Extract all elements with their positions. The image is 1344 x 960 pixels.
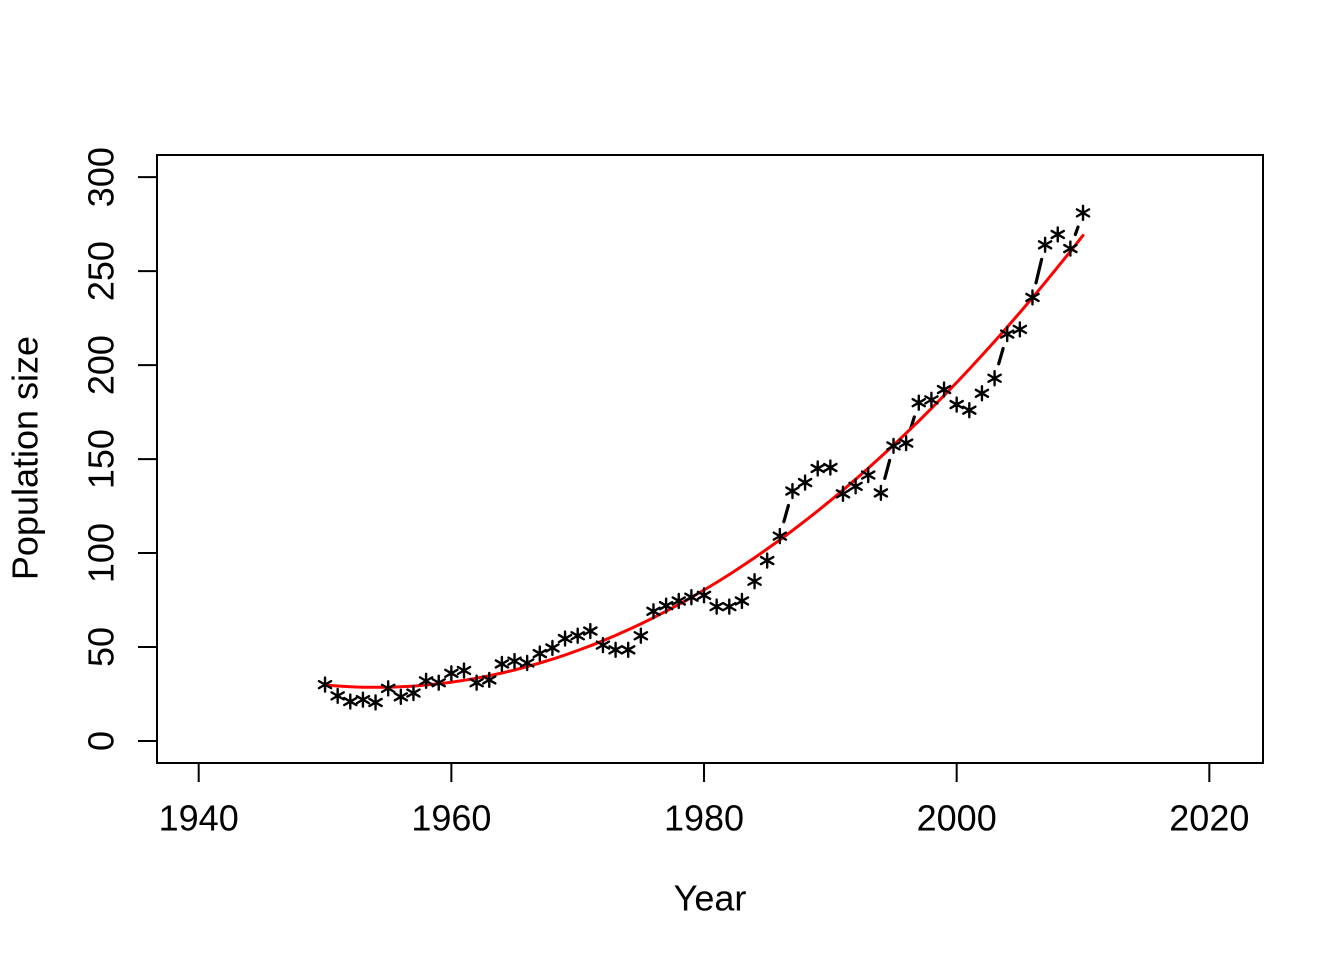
data-point-asterisk [418,672,434,690]
data-point-asterisk [785,482,800,500]
data-point-asterisk [658,597,674,614]
x-tick-label: 1940 [159,798,239,839]
data-point-asterisk [1025,289,1040,306]
data-point-asterisk [406,684,421,702]
data-point-asterisk [734,592,750,610]
x-axis-title: Year [674,878,747,919]
data-point-asterisk [444,665,459,682]
connector-dash-segment [883,458,892,481]
data-point-asterisk [873,484,889,502]
x-tick-label: 1980 [664,798,744,839]
data-point-asterisk [519,654,535,672]
data-point-asterisk [1050,226,1066,243]
data-point-asterisk [709,598,724,615]
data-point-asterisk [393,688,409,706]
y-tick-label: 100 [81,523,122,583]
data-point-asterisk [835,485,851,503]
data-point-asterisk [797,474,813,491]
data-point-asterisk [898,434,914,452]
data-point-asterisk [481,671,497,689]
x-tick-label: 2020 [1169,798,1249,839]
y-tick-label: 50 [81,627,122,667]
data-point-asterisk [747,573,762,590]
data-point-asterisk [987,370,1002,387]
data-point-asterisk [633,627,649,644]
data-point-asterisk [557,630,573,647]
data-point-asterisk [507,652,522,670]
data-point-asterisk [848,478,863,495]
data-point-asterisk [545,639,560,657]
data-point-asterisk [936,381,952,398]
data-point-asterisk [999,325,1015,343]
plot-box [156,154,1264,764]
x-tick-label: 2000 [917,798,997,839]
trend-curve [323,233,1085,689]
y-axis-title: Population size [5,336,46,580]
data-point-asterisk [646,603,661,620]
data-point-asterisk [570,627,585,644]
data-point-asterisk [620,641,636,659]
y-tick-label: 200 [81,335,122,395]
data-point-asterisk [886,437,901,455]
data-point-asterisk [431,674,447,691]
y-tick-label: 300 [81,147,122,207]
data-point-asterisk [469,674,484,691]
data-point-asterisk [608,641,623,659]
connector-dash-segment [1034,257,1044,285]
data-point-asterisk [759,552,775,569]
data-point-asterisk [671,592,687,610]
connector-dash-segment [1073,225,1080,237]
x-tick-label: 1960 [411,798,491,839]
data-point-asterisk [823,459,838,476]
data-point-asterisk [810,460,826,477]
data-point-asterisk [595,636,611,654]
data-point-asterisk [974,385,990,402]
data-point-asterisk [1063,240,1078,257]
data-point-asterisk [1075,204,1091,222]
data-point-asterisk [696,587,712,604]
connector-dash-segment [782,503,791,524]
data-point-asterisk [355,691,371,708]
data-point-asterisk [380,680,396,697]
data-point-asterisk [1037,236,1053,254]
data-point-asterisk [330,687,345,705]
data-point-asterisk [317,676,333,693]
chart-marks-layer: 1940 1960 1980 2000 2020 0 50 100 150 200 250 300 [81,147,1264,839]
data-point-asterisk [911,394,927,411]
data-point-asterisk [924,391,939,409]
data-point-asterisk [583,622,598,640]
data-point-asterisk [368,694,383,711]
data-point-asterisk [456,662,472,679]
data-point-asterisk [772,527,788,545]
y-tick-label: 0 [81,731,122,751]
data-point-asterisk [949,396,964,413]
data-point-asterisk [532,645,548,662]
y-tick-label: 150 [81,429,122,489]
data-point-asterisk [684,589,699,606]
data-point-asterisk [1012,321,1028,338]
y-tick-label: 250 [81,241,122,301]
data-point-asterisk [860,466,876,484]
data-point-asterisk [962,402,977,419]
data-point-asterisk [721,598,737,615]
data-point-asterisk [342,693,358,710]
data-point-asterisk [494,655,510,673]
connector-dash-segment [997,346,1005,366]
